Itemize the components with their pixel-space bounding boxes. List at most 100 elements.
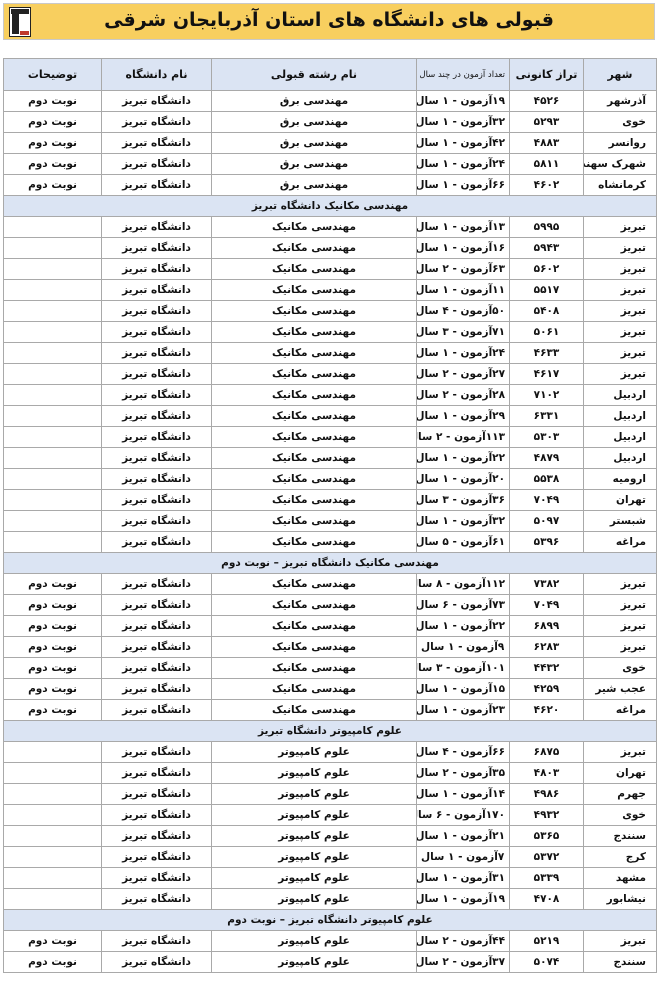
score-cell: ۴۵۲۶: [509, 90, 584, 112]
table-row: ارومیه ۵۵۳۸ ۲۰آزمون - ۱ سال مهندسی مکانیک دا…: [3, 468, 657, 490]
count-cell: ۳۲آزمون - ۱ سال: [416, 111, 510, 133]
count-cell: ۱۹آزمون - ۱ سال: [416, 888, 510, 910]
table-row: تبریز ۵۹۹۵ ۱۳آزمون - ۱ سال مهندسی مکانیک دان…: [3, 216, 657, 238]
table-row: تبریز ۵۴۰۸ ۵۰آزمون - ۴ سال مهندسی مکانیک دان…: [3, 300, 657, 322]
notes-cell: [3, 384, 102, 406]
major-cell: علوم کامپیوتر: [211, 825, 417, 847]
city-cell: ارومیه: [583, 468, 657, 490]
notes-cell: [3, 762, 102, 784]
city-cell: تبریز: [583, 279, 657, 301]
count-cell: ۷۳آزمون - ۶ سال: [416, 594, 510, 616]
major-cell: علوم کامپیوتر: [211, 888, 417, 910]
major-cell: مهندسی مکانیک: [211, 615, 417, 637]
count-cell: ۱۱آزمون - ۱ سال: [416, 279, 510, 301]
table-row: تبریز ۴۶۱۷ ۲۷آزمون - ۲ سال مهندسی مکانیک دان…: [3, 363, 657, 385]
header-notes: توضیحات: [3, 58, 102, 91]
university-cell: دانشگاه تبریز: [101, 300, 212, 322]
major-cell: علوم کامپیوتر: [211, 951, 417, 973]
city-cell: تبریز: [583, 342, 657, 364]
notes-cell: نوبت دوم: [3, 594, 102, 616]
city-cell: جهرم: [583, 783, 657, 805]
major-cell: مهندسی مکانیک: [211, 258, 417, 280]
score-cell: ۴۹۳۲: [509, 804, 584, 826]
count-cell: ۲۴آزمون - ۱ سال: [416, 153, 510, 175]
notes-cell: [3, 216, 102, 238]
major-cell: مهندسی مکانیک: [211, 300, 417, 322]
university-cell: دانشگاه تبریز: [101, 237, 212, 259]
university-cell: دانشگاه تبریز: [101, 405, 212, 427]
score-cell: ۵۴۰۸: [509, 300, 584, 322]
count-cell: ۲۳آزمون - ۱ سال: [416, 699, 510, 721]
university-cell: دانشگاه تبریز: [101, 531, 212, 553]
score-cell: ۴۶۰۲: [509, 174, 584, 196]
score-cell: ۵۳۷۲: [509, 846, 584, 868]
major-cell: مهندسی مکانیک: [211, 699, 417, 721]
university-cell: دانشگاه تبریز: [101, 426, 212, 448]
header-score: تراز کانونی: [509, 58, 584, 91]
city-cell: اردبیل: [583, 405, 657, 427]
university-cell: دانشگاه تبریز: [101, 804, 212, 826]
score-cell: ۴۶۱۷: [509, 363, 584, 385]
notes-cell: نوبت دوم: [3, 615, 102, 637]
notes-cell: نوبت دوم: [3, 930, 102, 952]
count-cell: ۱۰۱آزمون - ۳ سال: [416, 657, 510, 679]
university-cell: دانشگاه تبریز: [101, 615, 212, 637]
university-cell: دانشگاه تبریز: [101, 258, 212, 280]
city-cell: سنندج: [583, 951, 657, 973]
notes-cell: نوبت دوم: [3, 657, 102, 679]
university-cell: دانشگاه تبریز: [101, 384, 212, 406]
score-cell: ۵۶۰۲: [509, 258, 584, 280]
notes-cell: [3, 468, 102, 490]
university-cell: دانشگاه تبریز: [101, 783, 212, 805]
notes-cell: نوبت دوم: [3, 111, 102, 133]
city-cell: تبریز: [583, 930, 657, 952]
score-cell: ۵۰۶۱: [509, 321, 584, 343]
score-cell: ۷۳۸۲: [509, 573, 584, 595]
major-cell: مهندسی برق: [211, 90, 417, 112]
count-cell: ۲۰آزمون - ۱ سال: [416, 468, 510, 490]
city-cell: تبریز: [583, 636, 657, 658]
count-cell: ۱۱۳آزمون - ۲ سال: [416, 426, 510, 448]
city-cell: سنندج: [583, 825, 657, 847]
university-cell: دانشگاه تبریز: [101, 930, 212, 952]
city-cell: تبریز: [583, 363, 657, 385]
table-row: تبریز ۵۶۰۲ ۶۳آزمون - ۲ سال مهندسی مکانیک دان…: [3, 258, 657, 280]
city-cell: خوی: [583, 111, 657, 133]
score-cell: ۵۰۹۷: [509, 510, 584, 532]
table-row: اردبیل ۷۱۰۲ ۲۸آزمون - ۲ سال مهندسی مکانیک دا…: [3, 384, 657, 406]
count-cell: ۵۰آزمون - ۴ سال: [416, 300, 510, 322]
count-cell: ۲۸آزمون - ۲ سال: [416, 384, 510, 406]
major-cell: مهندسی مکانیک: [211, 321, 417, 343]
city-cell: تبریز: [583, 594, 657, 616]
city-cell: تهران: [583, 489, 657, 511]
university-cell: دانشگاه تبریز: [101, 153, 212, 175]
city-cell: اردبیل: [583, 447, 657, 469]
section-row: علوم کامپیوتر دانشگاه تبریز: [3, 720, 657, 742]
notes-cell: نوبت دوم: [3, 90, 102, 112]
section-title: مهندسی مکانیک دانشگاه تبریز – نوبت دوم: [3, 552, 657, 574]
major-cell: مهندسی مکانیک: [211, 447, 417, 469]
section-row: علوم کامپیوتر دانشگاه تبریز – نوبت دوم: [3, 909, 657, 931]
score-cell: ۵۵۳۸: [509, 468, 584, 490]
notes-cell: نوبت دوم: [3, 573, 102, 595]
notes-cell: نوبت دوم: [3, 678, 102, 700]
major-cell: مهندسی مکانیک: [211, 468, 417, 490]
major-cell: مهندسی برق: [211, 153, 417, 175]
city-cell: مراغه: [583, 699, 657, 721]
university-cell: دانشگاه تبریز: [101, 888, 212, 910]
score-cell: ۴۶۲۰: [509, 699, 584, 721]
count-cell: ۱۴آزمون - ۱ سال: [416, 783, 510, 805]
city-cell: تهران: [583, 762, 657, 784]
city-cell: اردبیل: [583, 384, 657, 406]
university-cell: دانشگاه تبریز: [101, 489, 212, 511]
city-cell: عجب شیر: [583, 678, 657, 700]
notes-cell: [3, 426, 102, 448]
notes-cell: [3, 510, 102, 532]
score-cell: ۶۸۷۵: [509, 741, 584, 763]
table-row: تبریز ۶۸۹۹ ۲۲آزمون - ۱ سال مهندسی مکانیک دان…: [3, 615, 657, 637]
notes-cell: [3, 258, 102, 280]
university-cell: دانشگاه تبریز: [101, 573, 212, 595]
university-cell: دانشگاه تبریز: [101, 657, 212, 679]
table-row: شبستر ۵۰۹۷ ۳۲آزمون - ۱ سال مهندسی مکانیک دان…: [3, 510, 657, 532]
